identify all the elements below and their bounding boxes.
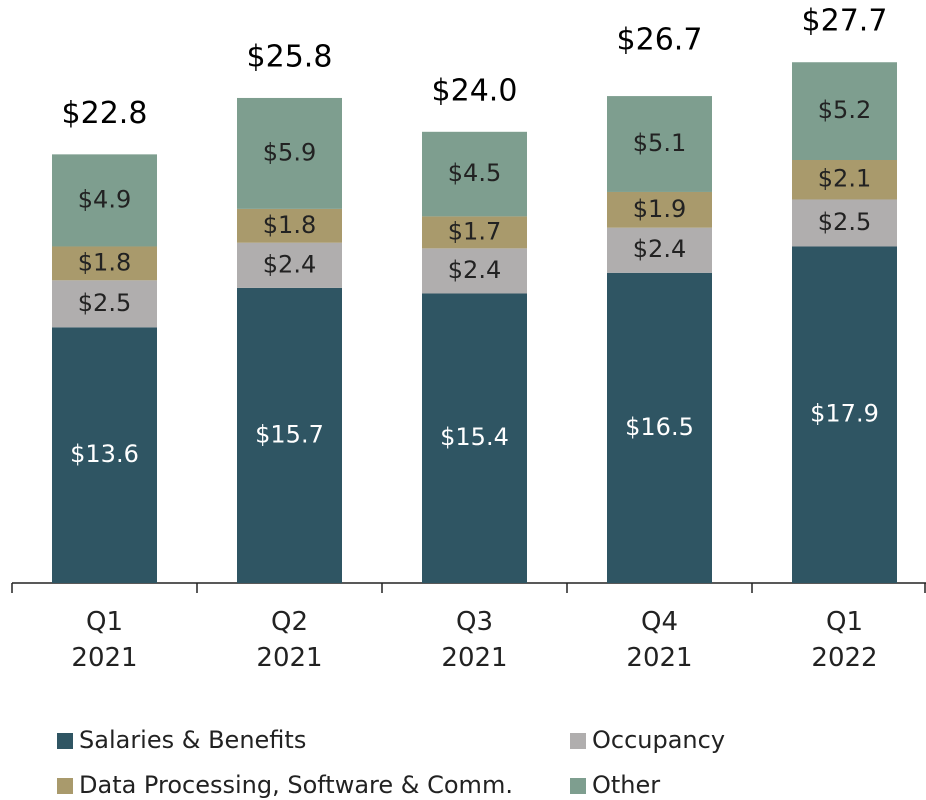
value-label: $13.6 [70, 440, 139, 468]
bar-segment [792, 62, 897, 160]
bar-segment [422, 131, 527, 217]
x-tick-label-line: Q3 [456, 607, 493, 637]
value-label: $1.7 [448, 217, 501, 245]
bar-segment [237, 287, 342, 583]
value-label: $2.1 [818, 165, 871, 193]
value-label: $15.4 [440, 423, 509, 451]
bar-segment [792, 199, 897, 247]
value-label: $2.4 [448, 256, 501, 284]
x-tick-label-line: 2021 [256, 643, 322, 673]
value-label: $2.4 [633, 235, 686, 263]
bar-segment [607, 227, 712, 273]
total-label: $27.7 [802, 4, 888, 39]
bar-segment [52, 246, 157, 281]
x-tick-label: Q1 2022 [811, 607, 877, 673]
x-tick-label: Q4 2021 [626, 607, 692, 673]
legend-label: Salaries & Benefits [79, 726, 306, 754]
bar-segment [607, 96, 712, 192]
value-label: $5.1 [633, 129, 686, 157]
bar-segment [237, 97, 342, 209]
total-label: $24.0 [432, 73, 518, 108]
total-label: $22.8 [62, 96, 148, 131]
value-label: $4.9 [78, 185, 131, 213]
bar-segment [237, 208, 342, 243]
value-label: $1.8 [263, 211, 316, 239]
value-label: $2.4 [263, 250, 316, 278]
x-tick-label: Q2 2021 [256, 607, 322, 673]
bar-segment [422, 248, 527, 294]
bar-segment [792, 160, 897, 200]
bar-segment [237, 242, 342, 288]
x-tick-label-line: Q1 [826, 607, 863, 637]
x-tick-label-line: 2022 [811, 643, 877, 673]
bar-segment [422, 216, 527, 249]
x-tick-label-line: 2021 [71, 643, 137, 673]
value-label: $1.8 [78, 248, 131, 276]
legend-swatch [57, 733, 73, 749]
bar-segment [52, 154, 157, 247]
value-label: $4.5 [448, 159, 501, 187]
legend-label: Other [592, 771, 660, 799]
value-label: $1.9 [633, 195, 686, 223]
value-label: $5.9 [263, 138, 316, 166]
x-tick-label: Q1 2021 [71, 607, 137, 673]
legend-swatch [570, 733, 586, 749]
bar-segment [422, 293, 527, 583]
bar-segment [607, 272, 712, 583]
x-tick-label-line: 2021 [441, 643, 507, 673]
value-label: $5.2 [818, 96, 871, 124]
value-label: $17.9 [810, 400, 879, 428]
legend-swatch [57, 778, 73, 794]
bar-segment [607, 191, 712, 228]
x-tick-label-line: Q2 [271, 607, 308, 637]
bar-segment [52, 280, 157, 328]
value-label: $2.5 [818, 208, 871, 236]
x-tick-label-line: 2021 [626, 643, 692, 673]
value-label: $15.7 [255, 420, 324, 448]
x-tick-label-line: Q4 [641, 607, 678, 637]
x-tick-label: Q3 2021 [441, 607, 507, 673]
bar-segment [52, 327, 157, 583]
legend-label: Occupancy [592, 726, 725, 754]
bar-segment [792, 246, 897, 584]
total-label: $26.7 [617, 23, 703, 58]
x-tick-label-line: Q1 [86, 607, 123, 637]
value-label: $2.5 [78, 289, 131, 317]
total-label: $25.8 [247, 39, 333, 74]
legend-label: Data Processing, Software & Comm. [79, 771, 513, 799]
value-label: $16.5 [625, 413, 694, 441]
legend-swatch [570, 778, 586, 794]
